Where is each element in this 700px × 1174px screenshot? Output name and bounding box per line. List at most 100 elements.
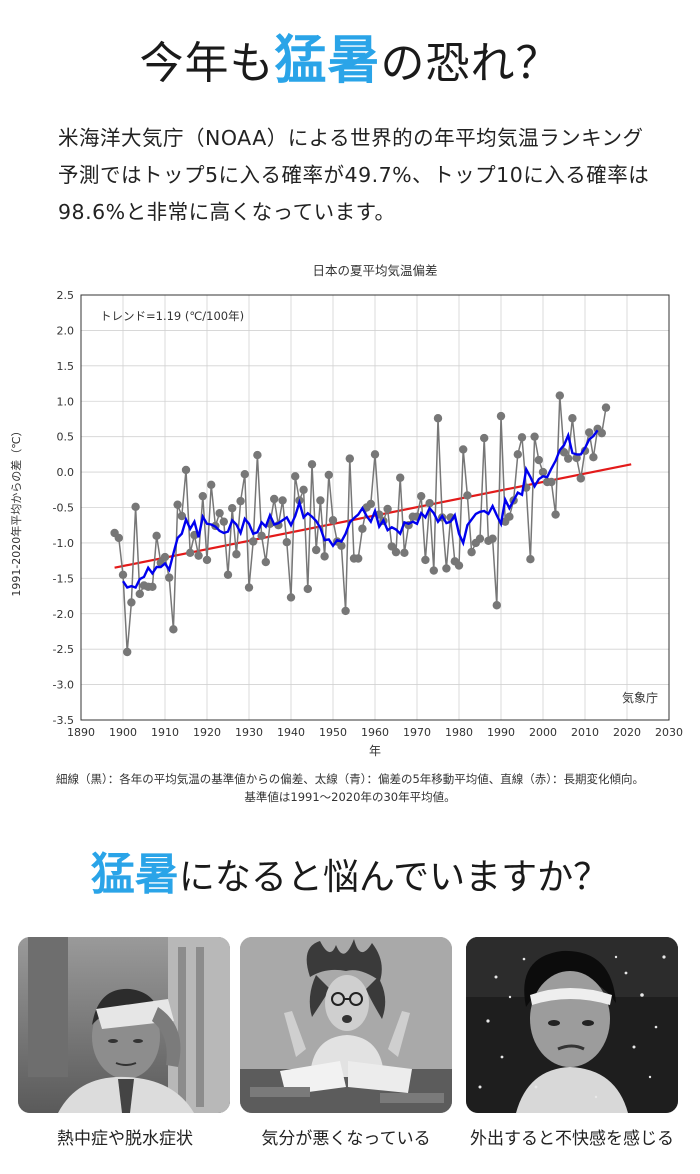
x-tick-label: 1930 [235, 726, 263, 739]
annual-point [480, 433, 489, 443]
annual-point [312, 545, 321, 555]
annual-point [391, 547, 401, 557]
annual-point [244, 583, 254, 592]
photo-label: 気分が悪くなっている [261, 1129, 431, 1149]
x-tick-label: 1900 [109, 726, 137, 739]
y-tick-label: 0.5 [57, 431, 75, 444]
annual-point [307, 460, 317, 469]
annual-point [601, 403, 611, 412]
annual-point [240, 470, 249, 479]
annual-point [589, 453, 598, 462]
annual-point [177, 511, 186, 521]
x-tick-label: 1980 [445, 726, 473, 739]
annual-point [530, 432, 539, 441]
annual-point [270, 494, 279, 504]
annual-point [114, 533, 124, 543]
annual-point [118, 570, 128, 579]
y-axis-label: 1991-2020年平均からの差（℃） [9, 425, 23, 596]
caption-line: 細線（黒）：各年の平均気温の基準値からの偏差、太線（青）：偏差の5年移動平均値、… [55, 772, 645, 786]
annual-point [417, 491, 426, 501]
annual-point [442, 564, 451, 573]
annual-point [564, 454, 573, 463]
annual-point [278, 496, 287, 505]
y-tick-label: -2.5 [53, 643, 74, 656]
annual-point [517, 433, 527, 442]
title-suffix: の恐れ？ [380, 38, 561, 89]
annual-point [538, 467, 548, 477]
heatstroke-man-icon [18, 937, 230, 1113]
annual-point [341, 606, 350, 616]
annual-point [585, 428, 594, 437]
x-tick-label: 1920 [193, 726, 221, 739]
annual-point [492, 601, 501, 610]
sweating-athlete-icon [466, 937, 678, 1113]
y-tick-label: -0.5 [53, 502, 74, 515]
section-title-suffix: になると悩んでいますか？ [178, 857, 610, 898]
annual-point [572, 453, 581, 463]
annual-point [261, 557, 270, 567]
annual-point [337, 541, 346, 550]
annual-series-line [114, 395, 607, 653]
page-title: 今年も猛暑の恐れ？ [0, 26, 700, 99]
annual-point [219, 517, 228, 526]
annual-point [123, 647, 132, 657]
x-tick-label: 1890 [67, 726, 95, 739]
chart-caption: 細線（黒）：各年の平均気温の基準値からの偏差、太線（青）：偏差の5年移動平均値、… [0, 770, 700, 806]
annual-point [547, 477, 556, 487]
section-title: 猛暑になると悩んでいますか？ [0, 845, 700, 908]
temperature-chart: 日本の夏平均気温偏差 1890 1900 1910 1920 1930 1940 1950 1… [9, 263, 683, 758]
annual-point [534, 455, 543, 465]
photo-discomfort [466, 937, 678, 1113]
photo-label: 熱中症や脱水症状 [57, 1129, 193, 1149]
annual-point [286, 593, 296, 602]
x-tick-label: 2030 [655, 726, 683, 739]
annual-point [358, 524, 367, 533]
annual-point [316, 496, 325, 505]
source-label: 気象庁 [622, 690, 658, 705]
annual-point [253, 450, 262, 460]
y-tick-label: 0.0 [57, 466, 75, 479]
annual-point [223, 570, 233, 579]
annual-point [148, 582, 157, 592]
annual-point [433, 414, 443, 423]
intro-line: 98.6%と非常に高くなっています。 [58, 200, 396, 224]
annual-point [160, 552, 170, 562]
annual-point [396, 473, 405, 482]
annual-point [324, 470, 333, 480]
x-tick-label: 2010 [571, 726, 599, 739]
annual-point [127, 598, 136, 607]
annual-point [526, 555, 535, 564]
annual-point [496, 411, 506, 421]
annual-point [454, 561, 464, 570]
annual-point [228, 504, 237, 513]
x-tick-label: 1960 [361, 726, 389, 739]
y-tick-label: -1.5 [53, 572, 74, 585]
chart-ticks: 1890 1900 1910 1920 1930 1940 1950 1960 1970 1980… [53, 289, 683, 739]
annual-point [354, 554, 363, 563]
annual-point [186, 548, 195, 558]
x-tick-label: 2020 [613, 726, 641, 739]
annual-point [303, 584, 312, 594]
x-tick-label: 1990 [487, 726, 515, 739]
x-tick-label: 2000 [529, 726, 557, 739]
annual-point [181, 465, 191, 475]
annual-point [400, 548, 409, 558]
section-title-highlight: 猛暑 [90, 849, 179, 900]
intro-line: 米海洋大気庁（NOAA）による世界的の年平均気温ランキング [58, 126, 644, 150]
chart-grid [80, 294, 670, 721]
annual-point [257, 531, 266, 541]
annual-point [366, 499, 375, 509]
annual-point [551, 510, 560, 519]
annual-point [559, 448, 569, 457]
annual-point [135, 589, 144, 599]
annual-point [165, 573, 174, 582]
annual-point [345, 454, 354, 463]
annual-point [169, 625, 178, 634]
annual-point [459, 445, 468, 454]
intro-line: 予測ではトップ5に入る確率が49.7%、トップ10に入る確率は [58, 163, 650, 187]
annual-point [328, 516, 338, 525]
x-axis-label: 年 [369, 744, 381, 758]
photo-heatstroke [18, 937, 230, 1113]
annual-point [383, 504, 392, 514]
annual-point [488, 534, 497, 543]
